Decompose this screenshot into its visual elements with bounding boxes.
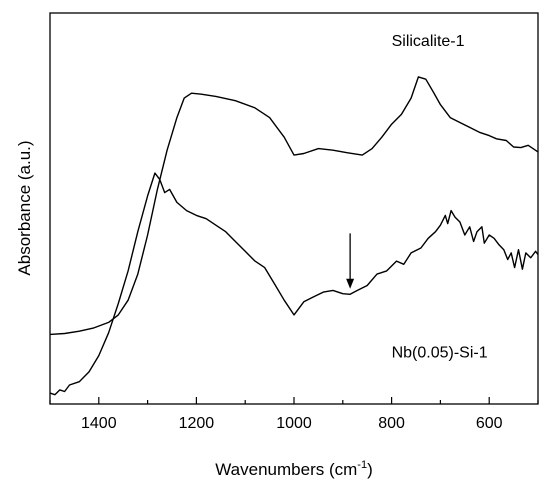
x-axis-ticks: 1400 1200 1000 800 600 [49,397,539,432]
x-tick-label: 1200 [179,415,215,432]
annotations [346,233,355,289]
x-tick-label: 1000 [276,415,312,432]
series-line-silicalite-1 [49,76,539,336]
x-axis-title: Wavenumbers (cm-1) [215,459,372,479]
arrow-head [346,278,355,289]
x-tick-label: 800 [378,415,405,432]
series-label-nb-si-1: Nb(0.05)-Si-1 [392,344,488,361]
x-tick-label: 600 [476,415,503,432]
series-label-silicalite-1: Silicalite-1 [392,33,465,50]
series-line-nb-si-1 [49,172,539,396]
series-lines [49,76,539,396]
y-axis-title: Absorbance (a.u.) [15,140,34,275]
series-labels: Silicalite-1 Nb(0.05)-Si-1 [392,33,488,361]
x-tick-label: 1400 [81,415,117,432]
